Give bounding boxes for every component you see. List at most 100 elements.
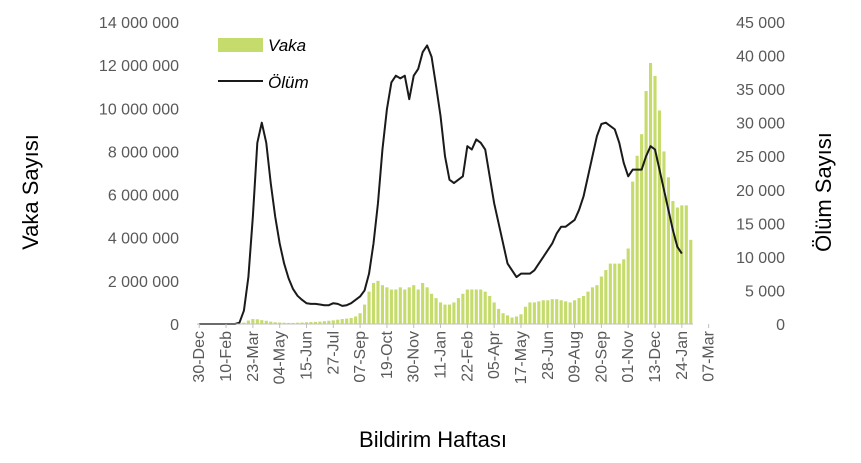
vaka-bar (631, 181, 635, 324)
vaka-bar (626, 248, 630, 324)
vaka-bar (573, 300, 577, 324)
vaka-bar (421, 283, 425, 324)
x-axis-title: Bildirim Haftası (359, 427, 507, 452)
vaka-bar (501, 313, 505, 324)
vaka-bar (242, 322, 246, 324)
vaka-bar (483, 291, 487, 324)
vaka-bar (349, 317, 353, 324)
vaka-bar (666, 177, 670, 324)
right-y-tick-label: 15 000 (736, 216, 785, 233)
vaka-bar (438, 302, 443, 324)
vaka-bar (398, 287, 402, 324)
vaka-bar (287, 322, 291, 324)
vaka-bar (304, 322, 309, 324)
legend-label-olum: Ölüm (268, 73, 309, 92)
x-tick-label: 04-May (272, 331, 289, 384)
left-y-tick-label: 6 000 000 (108, 188, 179, 205)
vaka-bar (644, 91, 648, 324)
right-y-tick-label: 5 000 (745, 283, 785, 300)
legend: Vaka Ölüm (218, 36, 309, 92)
x-tick-label: 17-May (513, 331, 530, 384)
vaka-bar (488, 295, 492, 324)
vaka-bar (465, 289, 469, 324)
vaka-bar (447, 304, 452, 324)
vaka-bar (264, 320, 268, 324)
x-tick-label: 22-Feb (459, 331, 476, 382)
vaka-bar (295, 322, 300, 324)
vaka-bar (497, 308, 501, 324)
vaka-bar (260, 320, 264, 324)
vaka-bar (376, 280, 380, 324)
olum-line (199, 44, 683, 325)
vaka-bar (425, 287, 429, 324)
vaka-bar (684, 205, 688, 324)
vaka-bar (555, 299, 559, 324)
x-tick-label: 28-Jun (540, 331, 557, 380)
vaka-bar (291, 322, 295, 324)
vaka-bars (242, 62, 693, 325)
vaka-bar (479, 289, 483, 324)
vaka-bar (604, 270, 608, 324)
right-y-tick-label: 10 000 (736, 250, 785, 267)
vaka-bar (389, 289, 393, 324)
x-tick-label: 30-Dec (191, 331, 208, 383)
vaka-bar (613, 263, 617, 324)
vaka-bar (590, 287, 595, 324)
x-tick-label: 01-Nov (620, 331, 637, 383)
legend-swatch-vaka (218, 38, 263, 52)
y-axis-title-right: Ölüm Sayısı (811, 132, 836, 252)
x-tick-label: 05-Apr (486, 330, 503, 379)
vaka-bar (385, 287, 389, 324)
vaka-bar (546, 300, 550, 324)
vaka-bar (689, 239, 693, 324)
vaka-bar (430, 293, 434, 324)
vaka-bar (528, 302, 532, 324)
vaka-bar (407, 287, 411, 324)
vaka-bar (564, 301, 568, 324)
vaka-bar (282, 322, 286, 324)
vaka-bar (519, 314, 523, 324)
left-y-tick-label: 12 000 000 (99, 58, 179, 75)
vaka-bar (412, 285, 416, 324)
right-y-tick-labels: 0 5 000 10 000 15 000 20 000 25 000 30 000 35 0… (736, 15, 785, 334)
vaka-bar (608, 263, 612, 324)
vaka-bar (470, 289, 474, 324)
x-tick-label: 09-Aug (567, 331, 584, 383)
x-tick-marks (198, 324, 710, 328)
right-y-tick-label: 0 (776, 317, 785, 334)
x-tick-label: 19-Oct (379, 330, 396, 379)
left-y-tick-label: 10 000 000 (99, 101, 179, 118)
vaka-bar (246, 320, 250, 324)
vaka-bar (452, 302, 456, 324)
vaka-bar (514, 316, 519, 324)
vaka-bar (599, 276, 603, 324)
x-tick-label: 13-Dec (647, 331, 664, 383)
vaka-bar (371, 283, 376, 324)
x-tick-label: 10-Feb (218, 331, 235, 382)
x-tick-label: 27-Jul (325, 331, 342, 375)
vaka-bar (300, 322, 304, 324)
vaka-bar (354, 316, 358, 324)
vaka-bar (617, 263, 621, 324)
vaka-bar (367, 291, 371, 324)
vaka-bar (492, 302, 496, 324)
vaka-bar (523, 306, 527, 324)
vaka-bar (550, 299, 554, 324)
vaka-bar (662, 151, 666, 324)
vaka-bar (675, 207, 679, 324)
vaka-bar (278, 322, 282, 324)
vaka-bar (269, 321, 273, 324)
right-y-tick-label: 45 000 (736, 15, 785, 32)
right-y-tick-label: 40 000 (736, 49, 785, 66)
vaka-bar (443, 304, 447, 324)
vaka-bar (559, 300, 563, 324)
vaka-bar (586, 291, 590, 324)
vaka-bar (322, 321, 326, 324)
x-tick-label: 20-Sep (593, 331, 610, 383)
vaka-bar (541, 300, 545, 324)
vaka-bar (416, 289, 420, 324)
right-y-tick-label: 30 000 (736, 116, 785, 133)
x-tick-label: 07-Sep (352, 331, 369, 383)
vaka-bar (309, 322, 313, 324)
